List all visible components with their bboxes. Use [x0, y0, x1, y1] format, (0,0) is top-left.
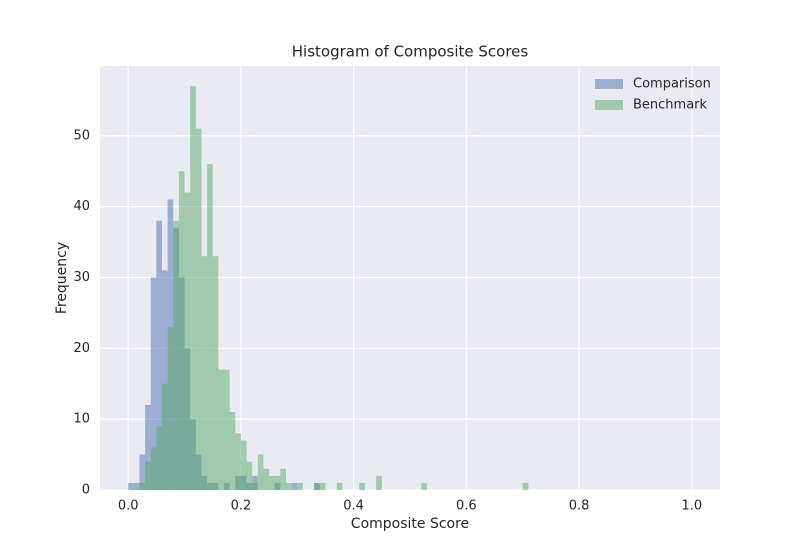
histogram-bar: [291, 482, 298, 490]
histogram-bar: [376, 475, 382, 490]
x-tick-label: 1.0: [681, 499, 702, 514]
histogram-bar: [314, 482, 320, 490]
histogram-bar: [240, 440, 247, 490]
histogram-bar: [133, 482, 140, 490]
legend-swatch: [595, 100, 623, 110]
x-tick-label: 0.2: [231, 499, 252, 514]
histogram-bar: [269, 475, 275, 490]
y-tick-label: 30: [73, 270, 90, 285]
legend-label: Comparison: [633, 77, 711, 92]
histogram-bar: [336, 482, 343, 490]
histogram-bar: [359, 482, 365, 490]
histogram-bar: [173, 220, 179, 491]
y-tick-label: 0: [82, 483, 90, 498]
histogram-bar: [257, 454, 264, 490]
histogram-bar: [167, 327, 174, 490]
histogram-bar: [263, 468, 270, 490]
x-tick-label: 0.4: [343, 499, 364, 514]
x-tick-label: 0.0: [118, 499, 139, 514]
legend-swatch: [595, 79, 623, 89]
y-tick-label: 20: [73, 341, 90, 356]
histogram-bar: [190, 86, 196, 490]
histogram-bar: [319, 482, 326, 490]
histogram-bar: [286, 482, 292, 490]
histogram-bar: [139, 482, 146, 490]
histogram-bar: [207, 164, 213, 490]
histogram-bar: [218, 369, 224, 490]
histogram-bar: [156, 426, 162, 490]
histogram-bar: [139, 454, 146, 490]
histogram-bar: [280, 468, 286, 490]
histogram-bar: [145, 404, 151, 490]
histogram-bar: [201, 256, 208, 490]
histogram-bar: [156, 220, 162, 491]
legend-label: Benchmark: [633, 98, 708, 113]
histogram-bar: [235, 433, 241, 490]
histogram-bar: [150, 447, 157, 490]
histogram-bar: [212, 256, 219, 490]
y-axis-label: Frequency: [54, 242, 70, 314]
y-tick-label: 10: [73, 412, 90, 427]
x-tick-label: 0.6: [456, 499, 477, 514]
histogram-bar: [178, 171, 185, 490]
histogram-bar: [229, 412, 236, 490]
histogram-bar: [421, 482, 427, 490]
chart-title: Histogram of Composite Scores: [292, 43, 529, 61]
histogram-bar: [522, 482, 529, 490]
histogram-bar: [274, 475, 281, 490]
y-tick-label: 40: [73, 199, 90, 214]
x-axis-label: Composite Score: [351, 516, 469, 532]
histogram-bar: [150, 277, 157, 490]
histogram-bar: [128, 482, 134, 490]
histogram-bar: [224, 369, 230, 490]
x-tick-label: 0.8: [569, 499, 590, 514]
histogram-bar: [184, 192, 191, 490]
histogram-bar: [195, 128, 202, 490]
histogram-bar: [162, 270, 168, 490]
histogram-bar: [297, 482, 303, 490]
histogram-bar: [145, 461, 151, 490]
histogram-bar: [246, 461, 253, 490]
y-tick-label: 50: [73, 128, 90, 143]
histogram-bar: [252, 482, 258, 490]
histogram-bar: [162, 383, 168, 490]
